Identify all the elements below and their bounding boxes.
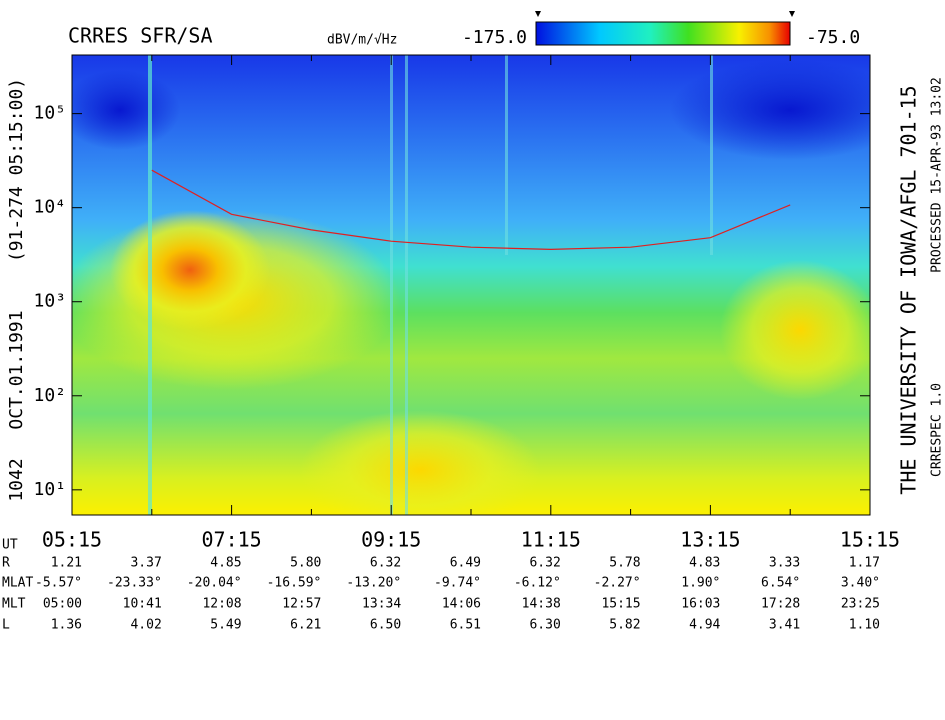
ephemeris-value: -9.74° [434,576,481,591]
ephemeris-value: -20.04° [187,576,242,591]
ephemeris-value: -23.33° [107,576,162,591]
colorbar-max: -75.0 [806,27,860,48]
y-tick-label: 10² [33,385,66,406]
ephemeris-value: 05:00 [43,597,82,612]
ephemeris-value: 1.17 [849,556,880,571]
y-tick-label: 10³ [33,291,66,312]
ephemeris-value: 5.78 [609,556,640,571]
y-tick-label: 10¹ [33,479,66,500]
x-axis-row-label: UT [2,538,18,553]
ephemeris-value: 6.32 [529,556,560,571]
ephemeris-value: -13.20° [346,576,401,591]
ephemeris-value: 13:34 [362,597,401,612]
ephemeris-value: 1.10 [849,618,880,633]
ephemeris-value: 3.40° [841,576,880,591]
y-tick-label: 10⁴ [33,197,66,218]
ephemeris-value: 17:28 [761,597,800,612]
colorbar [535,21,791,46]
ephemeris-value: 6.21 [290,618,321,633]
side-label: (91-274 05:15:00) [6,78,27,262]
side-label: 1042 [6,458,27,501]
fce-line [151,169,791,251]
ephemeris-value: 14:06 [442,597,481,612]
ephemeris-value: 6.30 [529,618,560,633]
colorbar-label: dBV/m/√Hz [327,33,397,48]
ephemeris-value: -16.59° [267,576,322,591]
processed: PROCESSED 15-APR-93 13:02 [930,77,945,273]
ephemeris-value: 5.82 [609,618,640,633]
side-label: OCT.01.1991 [6,310,27,429]
ephemeris-row-label: R [2,556,10,571]
ephemeris-row-label: MLAT [2,576,33,591]
ephemeris-row-label: MLT [2,597,26,612]
ephemeris-value: 3.37 [130,556,161,571]
ephemeris-value: 1.90° [681,576,720,591]
ephemeris-value: -6.12° [514,576,561,591]
ephemeris-value: 12:08 [202,597,241,612]
ephemeris-value: 6.51 [450,618,481,633]
software: CRRESPEC 1.0 [930,383,945,477]
ephemeris-value: -2.27° [594,576,641,591]
ephemeris-value: 4.94 [689,618,720,633]
ephemeris-value: 4.02 [130,618,161,633]
ephemeris-value: 5.49 [210,618,241,633]
x-tick-label: 05:15 [42,528,102,552]
ephemeris-value: 23:25 [841,597,880,612]
ephemeris-value: 5.80 [290,556,321,571]
credit: THE UNIVERSITY OF IOWA/AFGL 701-15 [897,85,921,494]
ephemeris-value: 4.85 [210,556,241,571]
colorbar-markers [535,11,795,17]
ephemeris-value: 6.50 [370,618,401,633]
ephemeris-value: 3.41 [769,618,800,633]
y-tick-label: 10⁵ [33,103,66,124]
x-tick-label: 15:15 [840,528,900,552]
ephemeris-value: 1.21 [51,556,82,571]
ephemeris-value: 6.32 [370,556,401,571]
colorbar-min: -175.0 [462,27,527,48]
ephemeris-value: 6.54° [761,576,800,591]
ephemeris-value: -5.57° [35,576,82,591]
x-tick-label: 11:15 [521,528,581,552]
ephemeris-value: 16:03 [681,597,720,612]
chart-title: CRRES SFR/SA [68,24,213,48]
ephemeris-value: 1.36 [51,618,82,633]
x-tick-label: 07:15 [201,528,261,552]
ephemeris-row-label: L [2,618,10,633]
ephemeris-value: 12:57 [282,597,321,612]
ephemeris-value: 4.83 [689,556,720,571]
ephemeris-value: 14:38 [522,597,561,612]
ephemeris-value: 6.49 [450,556,481,571]
ephemeris-value: 10:41 [123,597,162,612]
ephemeris-value: 15:15 [601,597,640,612]
spectrogram-image [72,55,870,515]
x-tick-label: 09:15 [361,528,421,552]
x-tick-label: 13:15 [680,528,740,552]
ephemeris-value: 3.33 [769,556,800,571]
